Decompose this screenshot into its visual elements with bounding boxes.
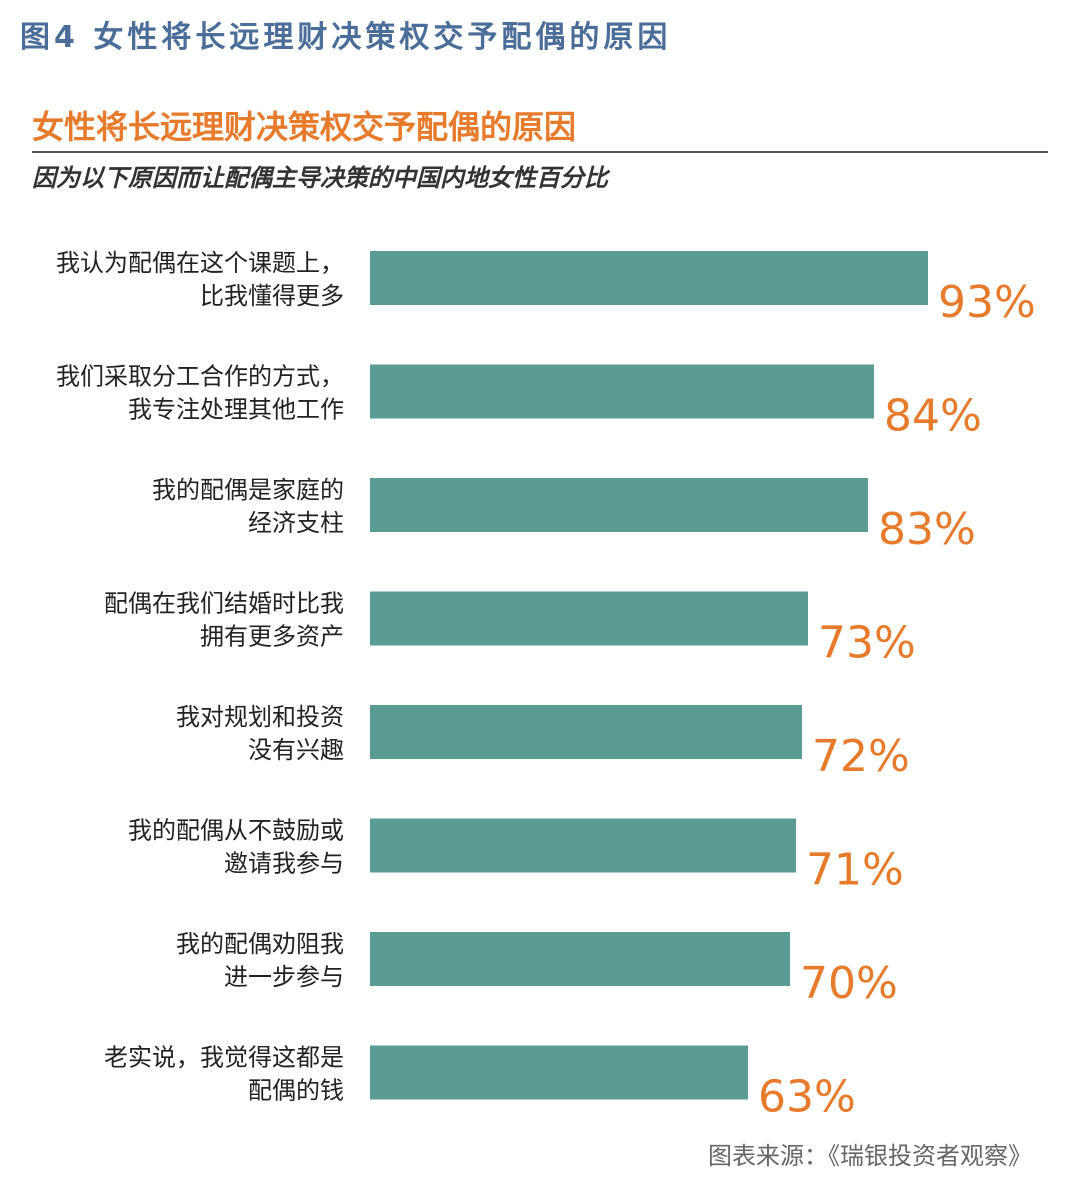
category-label-2-line-2: 我专注处理其他工作 <box>128 396 344 424</box>
bar-4 <box>370 591 808 646</box>
category-label-7-line-2: 进一步参与 <box>224 963 344 991</box>
value-label-8: 63% <box>758 1072 856 1121</box>
value-label-1: 93% <box>938 277 1036 328</box>
category-label-8-line-2: 配偶的钱 <box>248 1077 344 1105</box>
category-label-1-line-2: 比我懂得更多 <box>200 282 344 310</box>
value-label-3: 83% <box>878 504 976 555</box>
value-label-7: 70% <box>800 958 898 1009</box>
value-label-2: 84% <box>884 391 982 442</box>
category-label-6-line-2: 邀请我参与 <box>224 850 344 878</box>
category-label-1-line-1: 我认为配偶在这个课题上， <box>56 249 344 277</box>
chart-title: 女性将长远理财决策权交予配偶的原因 <box>32 108 577 146</box>
bar-3 <box>370 478 868 532</box>
category-label-3-line-1: 我的配偶是家庭的 <box>152 476 344 504</box>
figure-label: 图4 女性将长远理财决策权交予配偶的原因 <box>20 20 672 55</box>
category-label-7-line-1: 我的配偶劝阻我 <box>176 930 344 958</box>
value-label-6: 71% <box>806 845 904 896</box>
category-label-4-line-2: 拥有更多资产 <box>200 623 344 651</box>
bar-1 <box>370 251 928 305</box>
bar-7 <box>370 932 790 986</box>
bar-6 <box>370 818 796 873</box>
bar-2 <box>370 364 874 419</box>
chart-subtitle: 因为以下原因而让配偶主导决策的中国内地女性百分比 <box>32 164 608 192</box>
category-label-5-line-1: 我对规划和投资 <box>176 703 344 731</box>
category-label-4-line-1: 配偶在我们结婚时比我 <box>104 590 344 618</box>
category-label-5-line-2: 没有兴趣 <box>248 736 344 764</box>
value-label-4: 73% <box>818 618 916 669</box>
title-divider <box>32 151 1048 153</box>
bar-8 <box>370 1045 748 1100</box>
source-note: 图表来源：《瑞银投资者观察》 <box>708 1142 1032 1170</box>
value-label-5: 72% <box>812 731 910 782</box>
horizontal-bar-chart: 93% 我认为配偶在这个课题上， 比我懂得更多 84% 我们采取分工合作的方式， 我专注处… <box>56 249 1036 1121</box>
category-label-2-line-1: 我们采取分工合作的方式， <box>56 363 344 391</box>
category-label-8-line-1: 老实说，我觉得这都是 <box>104 1044 344 1072</box>
category-label-3-line-2: 经济支柱 <box>248 509 344 537</box>
bar-5 <box>370 705 802 759</box>
category-label-6-line-1: 我的配偶从不鼓励或 <box>128 817 344 845</box>
